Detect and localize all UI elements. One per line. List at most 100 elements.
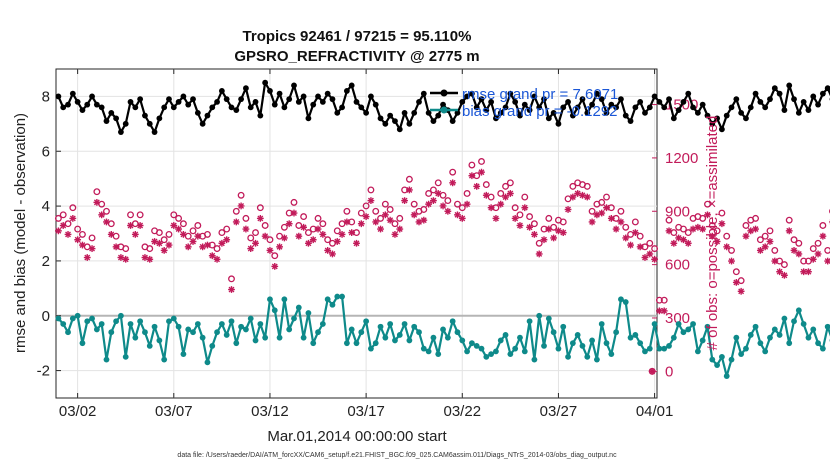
rmse-point [642, 109, 648, 116]
legend-bias-marker [440, 106, 448, 114]
obs-possible-point [665, 216, 673, 224]
bias-point [819, 345, 826, 352]
rmse-point [709, 120, 716, 127]
obs-possible-point [723, 232, 731, 240]
rmse-point [603, 109, 610, 116]
bias-point [675, 321, 682, 327]
bias-point [310, 340, 317, 347]
bias-point [65, 329, 71, 336]
obs-possible-point [752, 214, 760, 222]
bias-point [89, 315, 95, 322]
obs-assimilated-point [165, 241, 173, 249]
y-right-tick-label: 900 [665, 203, 690, 220]
bias-point [411, 323, 418, 330]
bias-point [565, 353, 571, 360]
bias-point [512, 345, 519, 352]
rmse-point [267, 88, 273, 94]
bias-point [536, 312, 543, 319]
rmse-point [324, 90, 331, 97]
obs-possible-point [655, 296, 663, 304]
rmse-point [656, 99, 663, 105]
legend-bias-label: bias grand pr = -0.1292 [462, 103, 618, 120]
bias-point [382, 334, 389, 341]
obs-possible-point [333, 227, 341, 235]
obs-assimilated-point [761, 243, 769, 251]
bias-point [651, 321, 658, 327]
rmse-point [526, 107, 533, 114]
y-tick-label: 8 [42, 88, 50, 105]
bias-point [319, 321, 326, 327]
rmse-point [430, 118, 437, 124]
obs-assimilated-point [343, 218, 351, 226]
obs-assimilated-point [790, 246, 798, 254]
obs-possible-point [756, 236, 764, 244]
obs-possible-point [458, 204, 466, 212]
bias-point [618, 296, 624, 303]
obs-possible-point [324, 236, 332, 244]
obs-possible-point [545, 214, 553, 222]
obs-possible-point [218, 229, 226, 237]
rmse-point [555, 120, 562, 127]
bias-point [363, 318, 370, 325]
rmse-point [670, 115, 677, 122]
bias-point [228, 318, 235, 325]
rmse-point [74, 99, 81, 105]
obs-possible-point [468, 161, 476, 169]
obs-assimilated-point [641, 254, 649, 261]
obs-assimilated-point [728, 257, 735, 265]
obs-possible-point [160, 236, 168, 244]
obs-possible-point [497, 190, 505, 197]
obs-possible-point [194, 222, 202, 229]
obs-assimilated-point [607, 214, 615, 222]
rmse-point [733, 96, 740, 103]
rmse-point [632, 104, 639, 111]
obs-assimilated-point [502, 193, 509, 201]
obs-possible-point [713, 227, 721, 235]
rmse-point [392, 118, 398, 124]
rmse-point [194, 109, 201, 116]
obs-possible-point [396, 214, 404, 222]
rmse-point [541, 96, 547, 103]
chart-title: Tropics 92461 / 97215 = 95.110% [243, 28, 472, 45]
x-tick-label: 03/02 [59, 403, 97, 420]
rmse-point [651, 93, 658, 100]
rmse-point [589, 101, 595, 108]
bias-point [324, 296, 331, 303]
obs-assimilated-point [656, 307, 663, 315]
obs-assimilated-point [103, 218, 110, 226]
obs-assimilated-point [122, 255, 130, 263]
bias-point [425, 348, 432, 355]
obs-assimilated-point [271, 263, 279, 270]
obs-assimilated-point [617, 218, 625, 226]
rmse-point [728, 104, 735, 111]
obs-possible-point [511, 204, 519, 212]
rmse-point [714, 115, 720, 122]
rmse-point [122, 120, 129, 127]
bias-point [488, 351, 495, 358]
obs-assimilated-point [83, 254, 91, 261]
obs-assimilated-point [540, 236, 548, 244]
rmse-point [368, 93, 374, 100]
rmse-point [420, 90, 427, 97]
bias-point [175, 323, 182, 330]
obs-possible-point [521, 193, 529, 201]
obs-possible-point [290, 198, 298, 206]
rmse-point [685, 90, 692, 97]
obs-assimilated-point [785, 227, 793, 235]
bias-point [771, 326, 778, 333]
obs-possible-point [795, 239, 803, 247]
obs-assimilated-point [204, 241, 211, 249]
bias-point [262, 334, 269, 341]
rmse-point [276, 90, 283, 97]
obs-possible-point [526, 213, 534, 221]
rmse-point [142, 112, 148, 119]
rmse-point [329, 96, 336, 103]
bias-point [69, 315, 76, 322]
obs-assimilated-point [468, 172, 476, 180]
bias-point [502, 332, 509, 338]
obs-possible-point [684, 229, 692, 237]
rmse-point [238, 96, 245, 103]
bias-point [637, 340, 644, 347]
obs-possible-point [410, 200, 418, 208]
bias-point [473, 343, 480, 349]
